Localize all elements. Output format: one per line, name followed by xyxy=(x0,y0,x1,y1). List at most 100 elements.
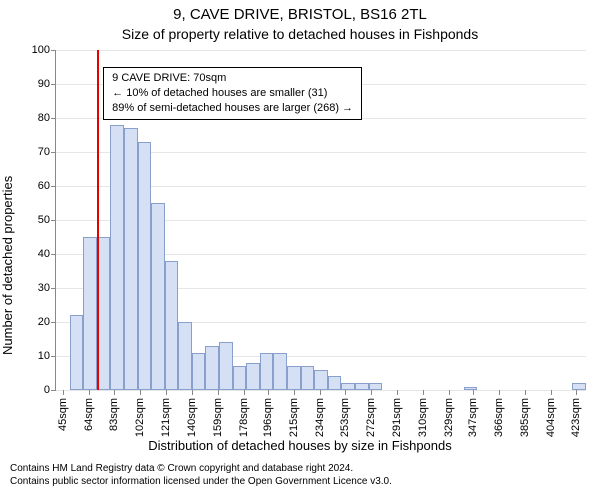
y-tick-mark xyxy=(51,118,56,119)
x-tick-label: 404sqm xyxy=(545,398,557,437)
histogram-bar xyxy=(260,353,274,390)
histogram-bar xyxy=(314,370,328,390)
annotation-line: 9 CAVE DRIVE: 70sqm xyxy=(112,71,353,86)
x-tick-mark xyxy=(268,390,269,395)
histogram-bar xyxy=(464,387,478,390)
y-tick-label: 0 xyxy=(44,384,50,396)
x-tick-label: 329sqm xyxy=(443,398,455,437)
x-tick-mark xyxy=(345,390,346,395)
y-tick-label: 90 xyxy=(38,78,50,90)
x-tick-mark xyxy=(525,390,526,395)
histogram-bar xyxy=(572,383,586,390)
page-title: 9, CAVE DRIVE, BRISTOL, BS16 2TL xyxy=(0,6,600,23)
histogram-bar xyxy=(124,128,138,390)
histogram-bar xyxy=(178,322,192,390)
histogram-bar xyxy=(328,376,342,390)
x-tick-mark xyxy=(294,390,295,395)
x-tick-label: 310sqm xyxy=(417,398,429,437)
x-tick-mark xyxy=(576,390,577,395)
histogram-plot: 010203040506070809010045sqm64sqm83sqm102… xyxy=(55,50,586,391)
y-axis-title: Number of detached properties xyxy=(0,176,15,355)
x-tick-mark xyxy=(320,390,321,395)
y-tick-mark xyxy=(51,152,56,153)
y-tick-mark xyxy=(51,322,56,323)
y-tick-label: 100 xyxy=(32,44,50,56)
y-tick-label: 70 xyxy=(38,146,50,158)
x-tick-label: 102sqm xyxy=(134,398,146,437)
histogram-bar xyxy=(233,366,247,390)
x-tick-label: 64sqm xyxy=(83,398,95,431)
x-tick-label: 272sqm xyxy=(365,398,377,437)
y-tick-label: 50 xyxy=(38,214,50,226)
y-tick-label: 10 xyxy=(38,350,50,362)
x-tick-mark xyxy=(63,390,64,395)
x-tick-label: 253sqm xyxy=(339,398,351,437)
x-tick-label: 234sqm xyxy=(314,398,326,437)
annotation-line: ← 10% of detached houses are smaller (31… xyxy=(112,86,353,101)
histogram-bar xyxy=(97,237,111,390)
histogram-bar xyxy=(287,366,301,390)
y-tick-label: 60 xyxy=(38,180,50,192)
x-tick-mark xyxy=(449,390,450,395)
x-tick-label: 196sqm xyxy=(262,398,274,437)
x-tick-label: 366sqm xyxy=(493,398,505,437)
x-axis-title: Distribution of detached houses by size … xyxy=(0,438,600,453)
grid-line xyxy=(56,390,586,391)
y-tick-mark xyxy=(51,288,56,289)
x-tick-label: 215sqm xyxy=(288,398,300,437)
reference-line xyxy=(97,50,99,390)
annotation-box: 9 CAVE DRIVE: 70sqm← 10% of detached hou… xyxy=(103,67,362,120)
annotation-line: 89% of semi-detached houses are larger (… xyxy=(112,101,353,116)
x-tick-label: 121sqm xyxy=(160,398,172,437)
x-tick-mark xyxy=(397,390,398,395)
x-tick-label: 83sqm xyxy=(108,398,120,431)
page-subtitle: Size of property relative to detached ho… xyxy=(0,26,600,42)
y-tick-mark xyxy=(51,390,56,391)
x-tick-label: 45sqm xyxy=(57,398,69,431)
histogram-bar xyxy=(273,353,287,390)
histogram-bar xyxy=(192,353,206,390)
y-tick-mark xyxy=(51,220,56,221)
x-tick-label: 159sqm xyxy=(212,398,224,437)
x-tick-mark xyxy=(499,390,500,395)
histogram-bar xyxy=(110,125,124,390)
y-tick-mark xyxy=(51,356,56,357)
histogram-bar xyxy=(151,203,165,390)
y-tick-label: 20 xyxy=(38,316,50,328)
x-tick-label: 423sqm xyxy=(570,398,582,437)
histogram-bar xyxy=(70,315,84,390)
x-tick-mark xyxy=(166,390,167,395)
copyright-line: Contains public sector information licen… xyxy=(10,475,590,488)
x-tick-mark xyxy=(89,390,90,395)
histogram-bar xyxy=(165,261,179,390)
x-tick-mark xyxy=(140,390,141,395)
x-tick-mark xyxy=(218,390,219,395)
histogram-bar xyxy=(219,342,233,390)
x-tick-label: 178sqm xyxy=(238,398,250,437)
copyright-line: Contains HM Land Registry data © Crown c… xyxy=(10,462,590,475)
histogram-bar xyxy=(138,142,152,390)
x-tick-mark xyxy=(244,390,245,395)
histogram-bar xyxy=(205,346,219,390)
y-tick-mark xyxy=(51,50,56,51)
y-tick-label: 30 xyxy=(38,282,50,294)
x-tick-label: 385sqm xyxy=(519,398,531,437)
x-tick-label: 140sqm xyxy=(186,398,198,437)
x-tick-mark xyxy=(114,390,115,395)
histogram-bar xyxy=(246,363,260,390)
x-tick-mark xyxy=(473,390,474,395)
histogram-bar xyxy=(355,383,369,390)
y-tick-mark xyxy=(51,254,56,255)
x-tick-label: 291sqm xyxy=(391,398,403,437)
histogram-bar xyxy=(301,366,315,390)
y-tick-mark xyxy=(51,186,56,187)
x-tick-label: 347sqm xyxy=(467,398,479,437)
histogram-bar xyxy=(83,237,97,390)
x-tick-mark xyxy=(423,390,424,395)
x-tick-mark xyxy=(192,390,193,395)
y-tick-label: 40 xyxy=(38,248,50,260)
x-tick-mark xyxy=(551,390,552,395)
copyright-notice: Contains HM Land Registry data © Crown c… xyxy=(10,462,590,488)
y-tick-mark xyxy=(51,84,56,85)
grid-line xyxy=(56,50,586,51)
